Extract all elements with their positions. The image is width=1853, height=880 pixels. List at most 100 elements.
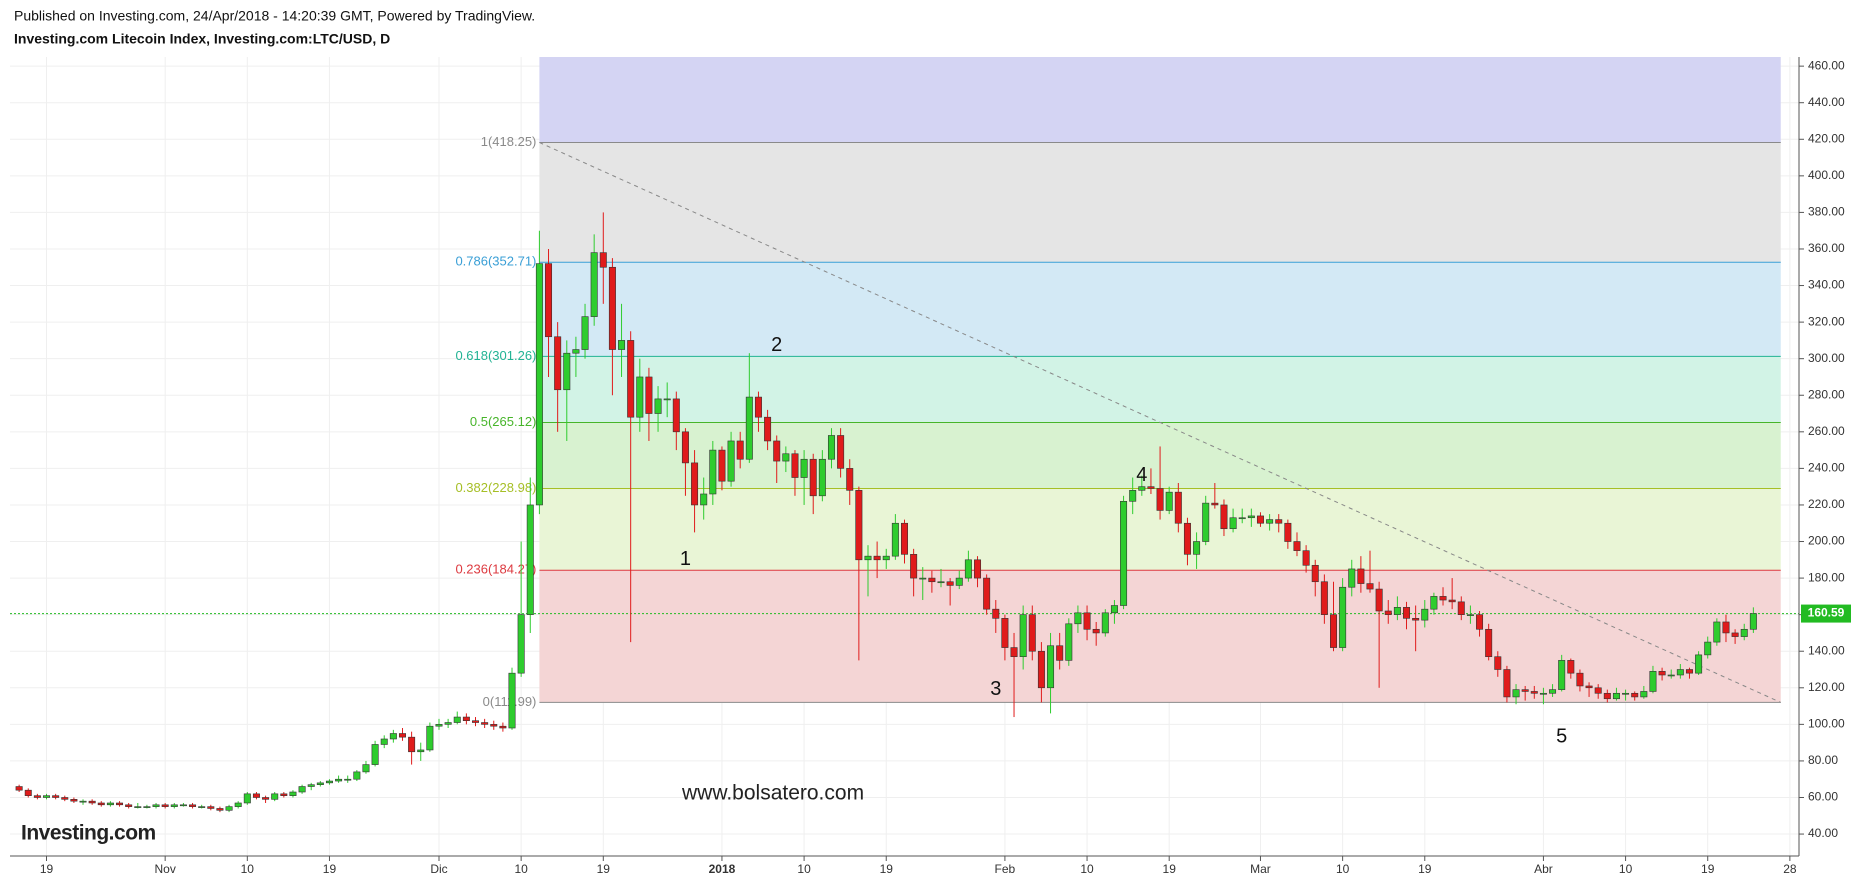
trend-line: [539, 142, 1781, 703]
candle-body: [517, 614, 525, 674]
candle-body: [1147, 486, 1155, 489]
candle-body: [1037, 650, 1045, 689]
candle-body: [43, 795, 51, 798]
candle-body: [581, 316, 589, 350]
candle-body: [974, 559, 982, 579]
candle-body: [1476, 614, 1484, 630]
candle-body: [937, 581, 945, 584]
candle-body: [1403, 607, 1411, 619]
candle-body: [1631, 692, 1639, 698]
candle-body: [1740, 628, 1748, 637]
candle-body: [1266, 519, 1274, 524]
candle-body: [1412, 618, 1420, 621]
candle-body: [444, 722, 452, 725]
x-tick-label: 19: [880, 862, 894, 876]
candle-body: [134, 806, 142, 808]
candle-body: [645, 376, 653, 414]
candle-body: [1722, 621, 1730, 634]
watermark: www.bolsatero.com: [681, 782, 864, 805]
candle-body: [964, 559, 972, 579]
candle-body: [563, 352, 571, 391]
y-tick-label: 120.00: [1808, 680, 1845, 694]
candle-body: [1010, 647, 1018, 658]
candle-body: [636, 376, 644, 418]
fib-zone: [539, 262, 1781, 357]
candle-body: [1138, 486, 1146, 491]
candle-body: [1275, 519, 1283, 524]
y-tick-label: 80.00: [1808, 753, 1838, 767]
candle-body: [681, 431, 689, 464]
y-tick-label: 440.00: [1808, 95, 1845, 109]
candle-body: [380, 738, 388, 745]
candle-body: [526, 504, 534, 615]
y-tick-label: 200.00: [1808, 534, 1845, 548]
fib-zone: [539, 356, 1781, 423]
candle-body: [773, 440, 781, 462]
wave-label: 1: [680, 548, 691, 570]
candle-body: [462, 716, 470, 722]
candle-body: [1193, 541, 1201, 555]
candle-body: [1585, 685, 1593, 689]
wave-label: 2: [771, 334, 782, 356]
y-tick-label: 60.00: [1808, 790, 1838, 804]
candle-body: [70, 799, 78, 802]
candle-body: [490, 724, 498, 727]
candle-body: [901, 522, 908, 555]
candle-body: [1311, 564, 1319, 583]
y-tick-label: 340.00: [1808, 278, 1845, 292]
candle-body: [325, 780, 333, 784]
candle-body: [1083, 612, 1091, 630]
last-price-badge: [1801, 604, 1851, 623]
candle-body: [554, 336, 562, 391]
candle-body: [1247, 515, 1255, 519]
y-tick-label: 360.00: [1808, 241, 1845, 255]
x-tick-label: 10: [1336, 862, 1350, 876]
x-tick-label: 19: [323, 862, 337, 876]
candle-body: [435, 724, 443, 727]
candle-body: [718, 449, 726, 482]
candle-body: [1065, 623, 1073, 661]
candle-body: [1685, 669, 1693, 674]
x-tick-label: 19: [1701, 862, 1715, 876]
candle-body: [170, 804, 178, 807]
fib-level-label: 0.382(228.98): [455, 480, 536, 495]
wave-label: 3: [990, 678, 1001, 700]
candle-body: [1384, 610, 1392, 615]
plot-area: 1(418.25) 0.786(352.71) 0.618(301.26) 0.5(2…: [10, 57, 1851, 876]
candle-body: [216, 808, 224, 811]
candle-body: [1165, 491, 1173, 511]
candle-body: [1512, 689, 1520, 698]
candle-body: [152, 804, 160, 807]
candle-body: [289, 791, 297, 796]
x-tick-label: 10: [514, 862, 528, 876]
candle-body: [1330, 614, 1337, 648]
candle-body: [362, 764, 370, 773]
candle-body: [61, 797, 69, 800]
published-note: Published on Investing.com, 24/Apr/2018 …: [14, 8, 535, 24]
candle-body: [1695, 654, 1703, 674]
candle-body: [1521, 689, 1529, 692]
candle-body: [143, 806, 151, 808]
candle-body: [1704, 641, 1712, 656]
y-tick-label: 380.00: [1808, 205, 1845, 219]
logo: Investing.com: [21, 822, 156, 845]
x-tick-label: 10: [1080, 862, 1094, 876]
candle-body: [1302, 550, 1310, 566]
candle-body: [1439, 596, 1447, 601]
candle-body: [764, 416, 772, 442]
candle-body: [882, 555, 890, 561]
candle-body: [179, 804, 187, 807]
candle-body: [1640, 691, 1648, 698]
candle-body: [608, 266, 616, 350]
candle-body: [672, 398, 680, 433]
candle-body: [1649, 671, 1657, 692]
candle-body: [1156, 488, 1164, 511]
y-tick-label: 420.00: [1808, 131, 1845, 145]
candle-body: [1129, 490, 1137, 502]
last-price-label: 160.59: [1808, 606, 1845, 620]
candle-body: [1667, 674, 1675, 677]
x-tick-label: 10: [797, 862, 811, 876]
candle-body: [700, 493, 708, 506]
candle-body: [1731, 632, 1739, 637]
candle-body: [663, 398, 671, 401]
